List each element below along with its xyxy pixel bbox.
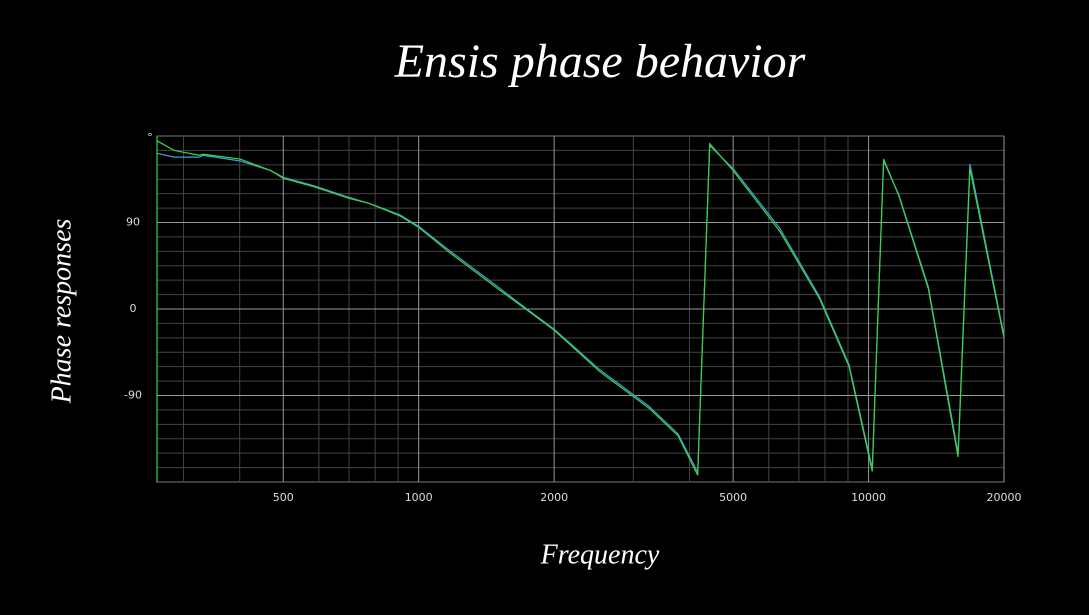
- x-tick-label: 2000: [540, 491, 568, 504]
- x-tick-label: 20000: [987, 491, 1022, 504]
- x-tick-label: 1000: [405, 491, 433, 504]
- x-tick-label: 10000: [851, 491, 886, 504]
- y-axis-title: Phase responses: [46, 218, 77, 404]
- x-axis-title: Frequency: [540, 539, 660, 570]
- series-line: [156, 140, 1005, 476]
- chart-title: Ensis phase behavior: [394, 35, 806, 88]
- x-tick-label: 500: [273, 491, 294, 504]
- y-unit-label: °: [147, 131, 153, 144]
- y-tick-label: 0: [130, 302, 137, 315]
- y-tick-label: -90: [124, 389, 142, 402]
- x-tick-label: 5000: [719, 491, 747, 504]
- y-tick-label: 90: [126, 216, 140, 229]
